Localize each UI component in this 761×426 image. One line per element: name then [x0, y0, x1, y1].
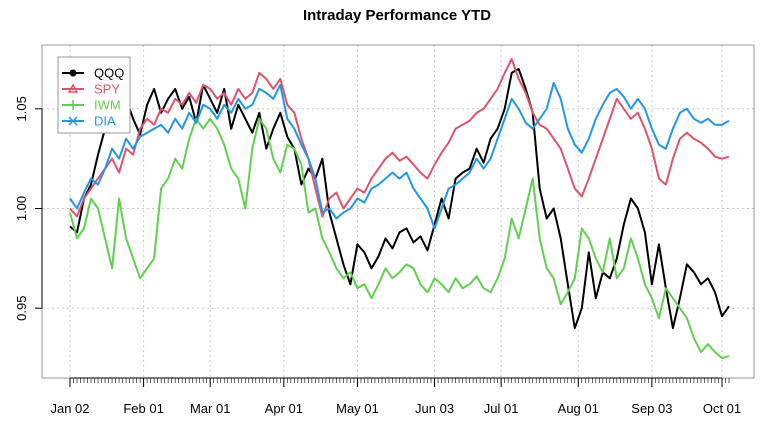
circle-marker-icon [69, 69, 77, 77]
series-line-iwm [69, 117, 730, 360]
series-group [69, 58, 730, 360]
legend-label-spy: SPY [94, 82, 120, 97]
x-tick-label: Apr 01 [265, 401, 303, 416]
x-axis: Jan 02 Feb 01 Mar 01 Apr 01 May 01 Jun 03 Jul … [50, 377, 741, 416]
y-tick-label: 1.05 [14, 96, 29, 121]
series-line-spy [69, 58, 730, 218]
triangle-marker-icon [67, 83, 79, 93]
x-marker-icon [68, 116, 78, 126]
y-tick-label: 1.00 [14, 196, 29, 221]
y-axis: 0.95 1.00 1.05 [14, 96, 43, 321]
chart-title: Intraday Performance YTD [303, 7, 491, 24]
x-tick-label: Oct 01 [703, 401, 741, 416]
grid [42, 45, 754, 378]
y-tick-label: 0.95 [14, 296, 29, 321]
x-tick-label: May 01 [336, 401, 379, 416]
x-tick-label: Jan 02 [50, 401, 89, 416]
x-tick-label: Jul 01 [484, 401, 519, 416]
x-tick-label: Mar 01 [190, 401, 230, 416]
plot-frame [41, 44, 755, 379]
x-tick-label: Sep 03 [631, 401, 672, 416]
legend-label-iwm: IWM [94, 98, 121, 113]
x-tick-label: Feb 01 [123, 401, 163, 416]
legend-label-qqq: QQQ [94, 66, 124, 81]
legend-label-dia: DIA [94, 114, 116, 129]
series-line-dia [69, 81, 730, 230]
x-tick-label: Aug 01 [558, 401, 599, 416]
x-tick-label: Jun 03 [415, 401, 454, 416]
